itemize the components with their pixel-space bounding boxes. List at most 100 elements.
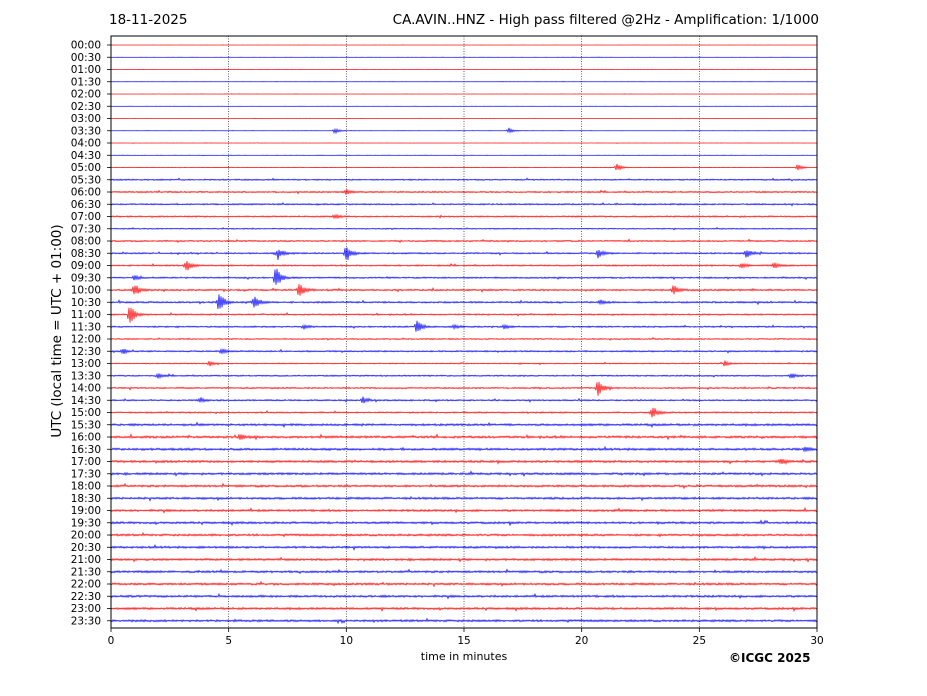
trace-1100 (110, 307, 818, 323)
y-tick-label: 08:30 (71, 248, 101, 260)
trace-2200 (110, 580, 818, 588)
y-tick-label: 03:30 (71, 125, 101, 137)
y-tick-label: 11:30 (71, 321, 101, 333)
y-tick-label: 09:00 (71, 260, 101, 272)
y-tick-label: 12:00 (71, 334, 101, 346)
y-tick-label: 00:00 (71, 40, 101, 52)
trace-1630 (110, 445, 818, 453)
x-tick-label: 10 (340, 635, 353, 647)
y-tick-label: 15:00 (71, 407, 101, 419)
trace-0530 (110, 177, 818, 182)
trace-1600 (110, 433, 818, 441)
trace-0600 (110, 189, 818, 195)
trace-1300 (110, 360, 818, 367)
trace-0500 (110, 163, 818, 171)
trace-1500 (110, 407, 818, 418)
y-tick-label: 14:00 (71, 383, 101, 395)
y-tick-label: 23:00 (71, 603, 101, 615)
y-tick-label: 04:30 (71, 150, 101, 162)
x-tick-label: 0 (108, 635, 115, 647)
y-tick-label: 13:30 (71, 370, 101, 382)
y-tick-label: 23:30 (71, 615, 101, 627)
trace-0700 (110, 213, 818, 220)
trace-1200 (110, 336, 818, 341)
y-tick-label: 06:00 (71, 187, 101, 199)
trace-1030 (110, 294, 818, 309)
trace-0930 (110, 268, 818, 285)
y-tick-label: 10:30 (71, 297, 101, 309)
y-tick-label: 09:30 (71, 272, 101, 284)
x-tick-label: 5 (225, 635, 232, 647)
y-tick-label: 21:30 (71, 566, 101, 578)
y-tick-label: 21:00 (71, 554, 101, 566)
trace-0330 (110, 127, 818, 135)
y-tick-label: 17:00 (71, 456, 101, 468)
trace-2030 (110, 544, 818, 551)
trace-1830 (110, 495, 818, 502)
chart-title: CA.AVIN..HNZ - High pass filtered @2Hz -… (392, 12, 819, 28)
y-tick-label: 16:30 (71, 444, 101, 456)
trace-0630 (110, 202, 818, 207)
trace-1000 (110, 284, 818, 296)
copyright-label: ©ICGC 2025 (729, 651, 811, 665)
y-tick-label: 14:30 (71, 395, 101, 407)
y-tick-label: 19:30 (71, 517, 101, 529)
trace-2300 (110, 606, 818, 613)
x-tick-label: 20 (575, 635, 588, 647)
seismic-traces (110, 44, 818, 625)
y-tick-label: 06:30 (71, 199, 101, 211)
trace-2330 (110, 617, 818, 625)
y-tick-label: 02:00 (71, 89, 101, 101)
trace-1700 (110, 458, 818, 465)
trace-1530 (110, 421, 818, 428)
x-ticks: 0 5 10 15 20 25 30 (108, 628, 824, 647)
y-tick-label: 17:30 (71, 468, 101, 480)
x-axis-label: time in minutes (420, 650, 508, 663)
trace-2230 (110, 593, 818, 600)
x-tick-label: 15 (457, 635, 470, 647)
trace-0730 (110, 226, 818, 231)
y-tick-label: 08:00 (71, 236, 101, 248)
y-tick-label: 20:00 (71, 530, 101, 542)
trace-1430 (110, 396, 818, 404)
y-tick-label: 10:00 (71, 285, 101, 297)
trace-1330 (110, 372, 818, 380)
trace-1800 (110, 482, 818, 490)
y-tick-label: 15:30 (71, 419, 101, 431)
y-tick-label: 12:30 (71, 346, 101, 358)
y-tick-label: 22:30 (71, 591, 101, 603)
date-label: 18-11-2025 (109, 12, 188, 28)
y-tick-label: 07:30 (71, 223, 101, 235)
x-tick-label: 30 (810, 635, 823, 647)
y-tick-label: 03:00 (71, 113, 101, 125)
y-tick-labels: 00:0000:3001:0001:3002:0002:3003:0003:30… (71, 40, 111, 627)
y-tick-label: 16:00 (71, 432, 101, 444)
vertical-gridlines (228, 36, 700, 628)
trace-2000 (110, 531, 818, 538)
y-tick-label: 05:00 (71, 162, 101, 174)
y-tick-label: 01:30 (71, 76, 101, 88)
trace-2130 (110, 568, 818, 575)
y-tick-label: 13:00 (71, 358, 101, 370)
trace-0830 (110, 247, 818, 261)
trace-1730 (110, 470, 818, 478)
y-tick-label: 11:00 (71, 309, 101, 321)
y-tick-label: 07:00 (71, 211, 101, 223)
trace-1900 (110, 506, 818, 514)
y-tick-label: 05:30 (71, 174, 101, 186)
trace-1930 (110, 519, 818, 527)
trace-0900 (110, 260, 818, 271)
y-tick-label: 18:30 (71, 493, 101, 505)
x-tick-label: 25 (693, 635, 706, 647)
trace-0800 (110, 238, 818, 244)
y-tick-label: 04:00 (71, 138, 101, 150)
y-tick-label: 22:00 (71, 579, 101, 591)
y-tick-label: 00:30 (71, 52, 101, 64)
y-tick-label: 02:30 (71, 101, 101, 113)
y-tick-label: 01:00 (71, 64, 101, 76)
trace-1130 (110, 320, 818, 332)
trace-1400 (110, 381, 818, 396)
y-tick-label: 18:00 (71, 481, 101, 493)
trace-2100 (110, 555, 818, 563)
